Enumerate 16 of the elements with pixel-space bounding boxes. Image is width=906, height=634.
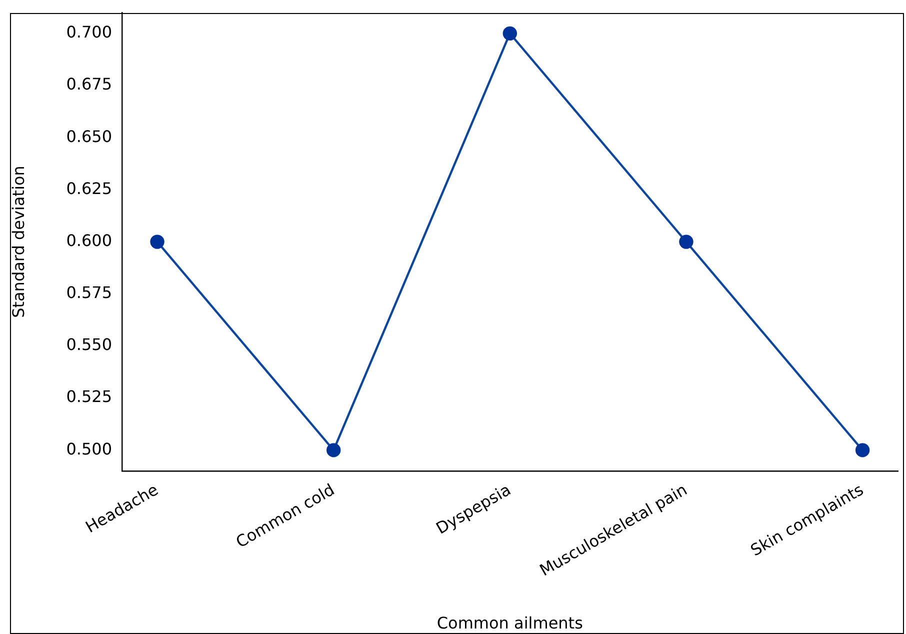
y-tick-label: 0.700 — [66, 22, 112, 42]
point — [502, 26, 517, 41]
point — [326, 443, 341, 458]
y-tick-label: 0.600 — [66, 230, 112, 250]
y-tick-label: 0.550 — [66, 335, 112, 354]
y-tick-label: 0.675 — [66, 74, 112, 94]
x-axis-title: Common ailments — [436, 614, 583, 633]
y-tick-label: 0.575 — [66, 283, 112, 302]
y-tick-label: 0.650 — [66, 126, 112, 146]
point — [679, 234, 694, 249]
y-tick-label: 0.500 — [66, 439, 112, 458]
point — [150, 234, 164, 249]
y-axis-title: Standard deviation — [8, 166, 28, 318]
point — [855, 443, 870, 458]
y-tick-label: 0.525 — [66, 387, 112, 406]
y-tick-label: 0.625 — [66, 178, 112, 198]
